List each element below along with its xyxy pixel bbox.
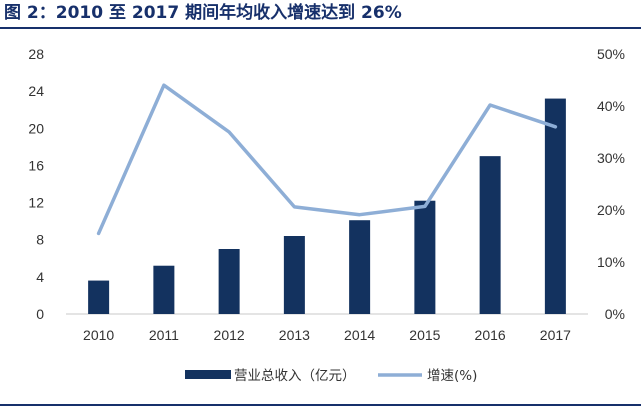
y-right-tick-label: 40% bbox=[597, 98, 625, 114]
y-right-tick-label: 0% bbox=[605, 306, 625, 322]
x-tick-label: 2015 bbox=[409, 327, 440, 343]
y-left-tick-label: 28 bbox=[28, 46, 44, 62]
bar-2010 bbox=[88, 280, 110, 314]
legend: 营业总收入（亿元） 增速(%) bbox=[185, 368, 477, 384]
x-tick-label: 2013 bbox=[279, 327, 310, 343]
bottom-rule bbox=[0, 404, 641, 406]
chart-title: 图 2：2010 至 2017 期间年均收入增速达到 26% bbox=[4, 3, 402, 23]
y-right-tick-label: 10% bbox=[597, 254, 625, 270]
x-tick-label: 2017 bbox=[540, 327, 571, 343]
y-left-tick-label: 4 bbox=[36, 269, 44, 285]
x-tick-label: 2012 bbox=[214, 327, 245, 343]
y-left-tick-label: 8 bbox=[36, 232, 44, 248]
legend-swatch-revenue bbox=[185, 370, 231, 379]
y-left-tick-label: 16 bbox=[28, 157, 44, 173]
bar-2015 bbox=[414, 200, 436, 314]
title-rule bbox=[0, 27, 641, 29]
bar-2013 bbox=[283, 236, 305, 314]
bar-2011 bbox=[153, 265, 175, 314]
x-tick-label: 2010 bbox=[83, 327, 114, 343]
series-line-rate bbox=[96, 83, 558, 236]
bar-2016 bbox=[479, 156, 501, 314]
y-right-tick-label: 50% bbox=[597, 46, 625, 62]
y-right-tick-label: 20% bbox=[597, 202, 625, 218]
x-tick-label: 2014 bbox=[344, 327, 375, 343]
legend-label-rate: 增速(%) bbox=[427, 368, 477, 384]
y-left-tick-label: 20 bbox=[28, 120, 44, 136]
y-left-tick-label: 24 bbox=[28, 83, 44, 99]
y-left-tick-label: 0 bbox=[36, 306, 44, 322]
y-left-tick-label: 12 bbox=[28, 195, 44, 211]
legend-label-revenue: 营业总收入（亿元） bbox=[234, 368, 356, 384]
x-tick-label: 2011 bbox=[149, 327, 179, 343]
bar-2012 bbox=[218, 249, 240, 314]
bar-2014 bbox=[349, 220, 371, 314]
bar-2017 bbox=[544, 98, 566, 314]
x-tick-label: 2016 bbox=[475, 327, 506, 343]
y-right-tick-label: 30% bbox=[597, 150, 625, 166]
